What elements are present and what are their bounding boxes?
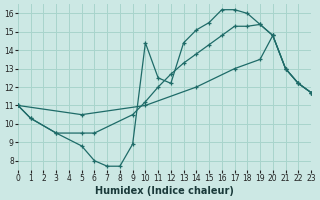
X-axis label: Humidex (Indice chaleur): Humidex (Indice chaleur) (95, 186, 234, 196)
